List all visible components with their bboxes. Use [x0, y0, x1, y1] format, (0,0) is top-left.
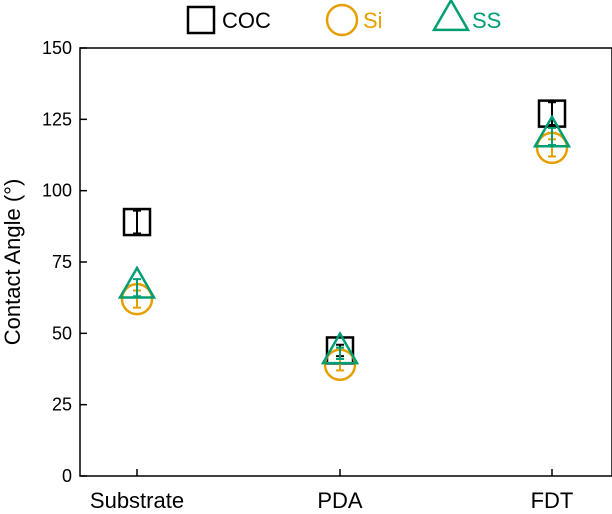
y-tick-label: 25 [52, 395, 72, 415]
plot-frame [79, 47, 612, 477]
legend-marker-ss [431, 0, 471, 32]
legend-marker-coc [186, 5, 216, 35]
y-axis: 0 25 50 75 100 125 150 [42, 38, 87, 486]
y-tick-label: 100 [42, 181, 72, 201]
legend: COC Si SS [186, 0, 501, 37]
data-point-coc [537, 99, 567, 128]
data-point-coc [122, 207, 152, 237]
y-axis-label: Contact Angle (°) [0, 179, 25, 346]
y-tick-label: 50 [52, 323, 72, 343]
legend-label-ss: SS [472, 8, 501, 33]
y-tick-label: 75 [52, 252, 72, 272]
legend-label-si: Si [363, 8, 383, 33]
data-point-ss [532, 114, 572, 148]
legend-marker-si [325, 3, 359, 37]
x-tick-label: PDA [317, 488, 363, 513]
data-point-ss [320, 331, 360, 365]
legend-label-coc: COC [222, 8, 271, 33]
x-tick-label: Substrate [90, 488, 184, 513]
y-tick-label: 150 [42, 38, 72, 58]
y-tick-label: 0 [62, 466, 72, 486]
x-axis: Substrate PDA FDT [90, 469, 573, 513]
data-point-ss [117, 265, 157, 299]
y-tick-label: 125 [42, 109, 72, 129]
data-marks [117, 99, 572, 381]
x-tick-label: FDT [531, 488, 574, 513]
